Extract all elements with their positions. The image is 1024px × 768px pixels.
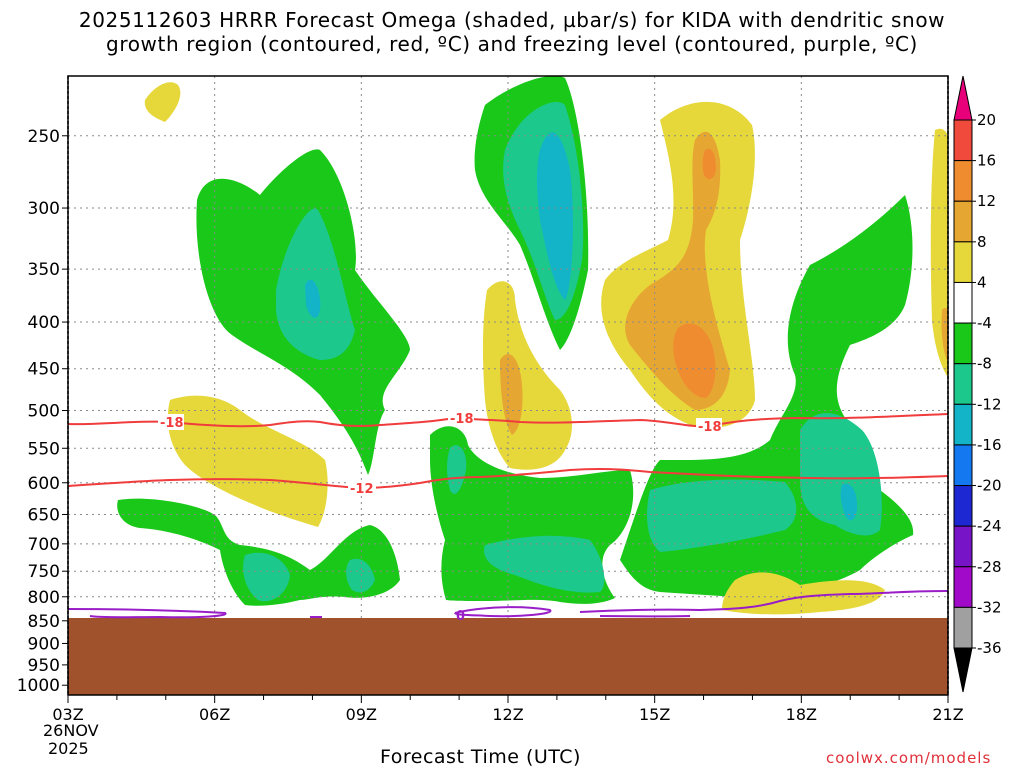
omega-region-mediumgreen	[647, 479, 797, 552]
colorbar-label: 8	[977, 233, 987, 251]
colorbar-label: -24	[977, 517, 1002, 535]
omega-region-gold	[941, 308, 948, 363]
x-tick-label: 15Z	[639, 705, 670, 724]
x-axis-title: Forecast Time (UTC)	[380, 746, 581, 768]
x-date-label: 26NOV	[43, 721, 99, 740]
dgz-label: -18	[160, 416, 184, 431]
dgz-label: -18	[450, 412, 474, 427]
omega-region-yellow	[722, 572, 885, 615]
y-tick-label: 350	[28, 260, 60, 280]
x-year-label: 2025	[48, 739, 89, 758]
colorbar-label: -36	[977, 639, 1002, 657]
colorbar-label: -12	[977, 395, 1002, 413]
colorbar-segment	[953, 444, 973, 487]
y-tick-label: 900	[28, 634, 60, 654]
colorbar-top-arrow	[953, 75, 973, 121]
omega-region-mediumgreen	[447, 445, 467, 494]
y-tick-label: 700	[28, 535, 60, 555]
y-tick-label: 500	[28, 401, 60, 421]
x-tick-label: 03Z	[52, 705, 83, 724]
colorbar-label: -4	[977, 314, 992, 332]
y-tick-label: 300	[28, 199, 60, 219]
x-axis-labels: 03Z 06Z 09Z 12Z 15Z 18Z 21Z	[52, 695, 964, 724]
colorbar-segment	[953, 606, 973, 649]
omega-region-mediumgreen	[346, 558, 375, 593]
omega-region-gold	[500, 354, 523, 435]
x-tick-label: 21Z	[932, 705, 963, 724]
colorbar-segment	[953, 403, 973, 446]
omega-region-orange	[702, 148, 716, 180]
omega-region-cyan	[305, 279, 321, 318]
freezing-level-contour	[67, 590, 949, 619]
colorbar-segment	[953, 119, 973, 162]
colorbar-segment	[953, 363, 973, 405]
colorbar-segment	[953, 322, 973, 365]
colorbar-bottom-arrow	[953, 647, 973, 693]
colorbar-label: 16	[977, 152, 996, 170]
colorbar-label: -20	[977, 477, 1002, 495]
omega-region-mediumgreen	[800, 413, 882, 536]
y-tick-label: 250	[28, 127, 60, 147]
colorbar-segment	[953, 241, 973, 283]
colorbar-segment	[953, 566, 973, 608]
y-tick-label: 400	[28, 313, 60, 333]
omega-region-yellow	[167, 395, 328, 527]
omega-region-cyan	[537, 132, 573, 300]
omega-region-mediumgreen	[484, 535, 605, 593]
colorbar-label: 20	[977, 111, 996, 129]
y-tick-label: 800	[28, 588, 60, 608]
omega-region-yellow	[144, 82, 181, 122]
x-tick-label: 06Z	[199, 705, 230, 724]
chart-title-line-1: 2025112603 HRRR Forecast Omega (shaded, …	[78, 8, 946, 32]
colorbar-label: -8	[977, 355, 992, 373]
colorbar-label: 12	[977, 192, 996, 210]
colorbar-label: -28	[977, 558, 1002, 576]
colorbar-label: -32	[977, 598, 1002, 616]
chart-title-line-2: growth region (contoured, red, ºC) and f…	[106, 32, 918, 56]
colorbar-segment	[953, 200, 973, 243]
y-tick-label: 450	[28, 360, 60, 380]
y-tick-label: 600	[28, 474, 60, 494]
omega-region-green	[117, 498, 400, 606]
y-tick-label: 650	[28, 505, 60, 525]
y-tick-label: 1000	[17, 676, 60, 696]
ground-fill	[68, 618, 948, 695]
y-axis-labels: 2503003504004505005506006507007508008509…	[17, 127, 68, 696]
dgz-label: -12	[350, 482, 374, 497]
y-tick-label: 950	[28, 656, 60, 676]
omega-shading	[117, 76, 948, 615]
colorbar-segment	[953, 485, 973, 527]
colorbar-segment	[953, 160, 973, 202]
y-tick-label: 550	[28, 439, 60, 459]
colorbar-segment	[953, 525, 973, 568]
y-tick-label: 750	[28, 562, 60, 582]
colorbar: 20 16 12 8 4 -4 -8 -12 -16 -20 -24 -28 -32 -36	[953, 75, 1002, 693]
dgz-label: -18	[698, 420, 722, 435]
colorbar-label: 4	[977, 273, 987, 291]
omega-region-mediumgreen	[243, 552, 290, 602]
omega-region-cyan	[840, 483, 858, 521]
omega-region-orange	[673, 323, 716, 398]
dgz-lower-contour	[67, 467, 949, 490]
colorbar-segment	[953, 281, 973, 324]
x-tick-label: 18Z	[786, 705, 817, 724]
credit-text: coolwx.com/models	[826, 749, 992, 767]
y-tick-label: 850	[28, 612, 60, 632]
x-tick-label: 09Z	[346, 705, 377, 724]
x-tick-label: 12Z	[492, 705, 523, 724]
freezing-label: 0	[456, 609, 465, 624]
colorbar-label: -16	[977, 436, 1002, 454]
